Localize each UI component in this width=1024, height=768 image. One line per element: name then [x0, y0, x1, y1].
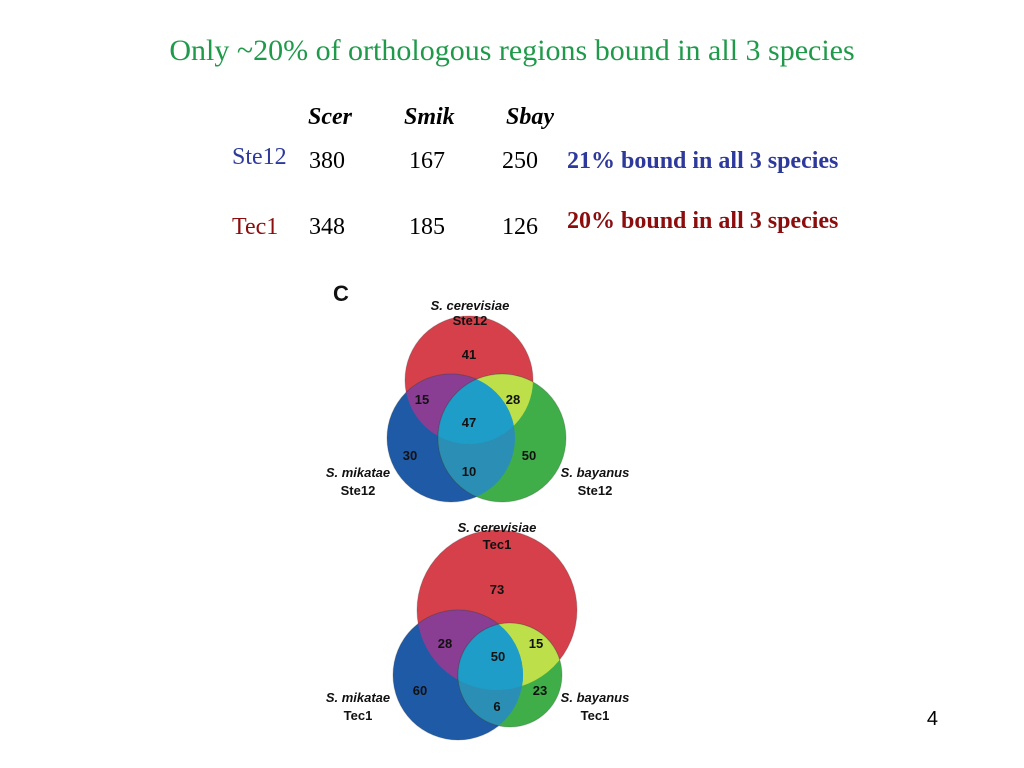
venn1-count-top-only: 41 [462, 347, 476, 362]
cell-tec1-sbay: 126 [502, 214, 538, 240]
col-header-scer: Scer [308, 104, 352, 130]
summary-ste12: 21% bound in all 3 species [567, 148, 838, 175]
venn1-left-factor: Ste12 [341, 483, 376, 498]
venn1-count-top-right: 28 [506, 392, 520, 407]
summary-ste12-pct: 21% [567, 148, 615, 174]
col-header-smik: Smik [404, 104, 455, 130]
page-number: 4 [926, 708, 938, 730]
venn2-count-top-right: 15 [529, 636, 543, 651]
summary-tec1-pct: 20% [567, 208, 615, 234]
venn1-count-top-left: 15 [415, 392, 429, 407]
venn2-count-top-only: 73 [490, 582, 504, 597]
row-label-tec1: Tec1 [232, 214, 279, 240]
venn2-count-left-only: 60 [413, 683, 427, 698]
venn1-top-factor: Ste12 [453, 313, 488, 328]
venn2-count-left-right: 6 [493, 699, 500, 714]
venn1-right-factor: Ste12 [578, 483, 613, 498]
venn2-count-all: 50 [491, 649, 505, 664]
cell-ste12-smik: 167 [409, 148, 445, 174]
cell-ste12-sbay: 250 [502, 148, 538, 174]
summary-tec1: 20% bound in all 3 species [567, 208, 838, 235]
venn2-count-top-left: 28 [438, 636, 452, 651]
venn1-left-species: S. mikatae [326, 465, 390, 480]
venn2-left-species: S. mikatae [326, 690, 390, 705]
cell-tec1-smik: 185 [409, 214, 445, 240]
venn1-top-species: S. cerevisiae [431, 298, 510, 313]
slide-title: Only ~20% of orthologous regions bound i… [169, 34, 855, 67]
venn2-top-factor: Tec1 [483, 537, 512, 552]
venn-tec1: S. cerevisiae Tec1 S. mikatae Tec1 S. ba… [326, 520, 630, 741]
panel-letter: C [333, 281, 349, 306]
cell-tec1-scer: 348 [309, 214, 345, 240]
venn1-count-left-only: 30 [403, 448, 417, 463]
cell-ste12-scer: 380 [309, 148, 345, 174]
venn2-right-species: S. bayanus [561, 690, 630, 705]
venn1-count-left-right: 10 [462, 464, 476, 479]
venn1-count-right-only: 50 [522, 448, 536, 463]
venn-ste12: S. cerevisiae Ste12 S. mikatae Ste12 S. … [326, 298, 630, 503]
venn2-count-right-only: 23 [533, 683, 547, 698]
col-header-sbay: Sbay [506, 104, 554, 130]
venn1-right-species: S. bayanus [561, 465, 630, 480]
venn2-right-factor: Tec1 [581, 708, 610, 723]
row-label-ste12: Ste12 [232, 144, 287, 170]
venn2-top-species: S. cerevisiae [458, 520, 537, 535]
venn2-left-factor: Tec1 [344, 708, 373, 723]
summary-tec1-text: bound in all 3 species [621, 208, 839, 234]
summary-ste12-text: bound in all 3 species [621, 148, 839, 174]
venn1-count-all: 47 [462, 415, 476, 430]
